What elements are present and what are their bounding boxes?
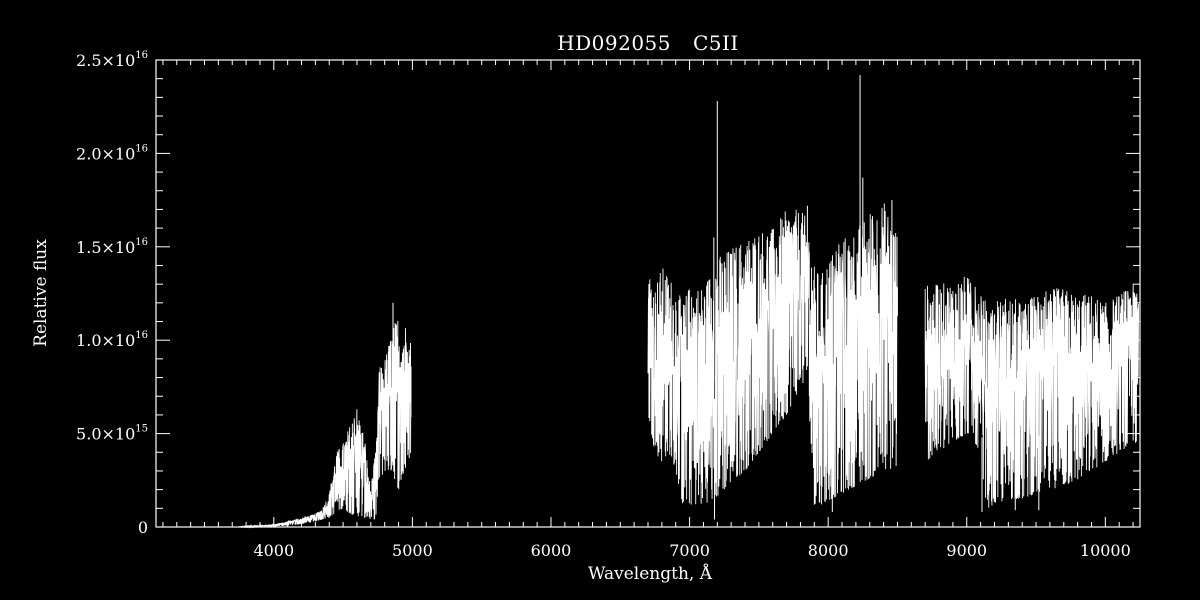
plot-layer — [238, 74, 1140, 529]
y-tick-label: 2.5×1016 — [76, 50, 148, 70]
x-tick-label: 7000 — [669, 541, 710, 560]
x-tick-label: 5000 — [392, 541, 433, 560]
spectrum-series-1 — [238, 320, 412, 529]
y-tick-exponent: 16 — [135, 330, 148, 341]
x-axis-title: Wavelength, Å — [588, 563, 713, 584]
x-tick-label: 4000 — [253, 541, 294, 560]
y-tick-exponent: 15 — [135, 424, 148, 435]
x-tick-label: 9000 — [946, 541, 987, 560]
title-star: HD092055 — [557, 31, 671, 55]
spectrum-series-3 — [924, 276, 1140, 508]
x-tick-label: 10000 — [1080, 541, 1131, 560]
y-tick-mantissa: 1.0×10 — [76, 331, 135, 350]
y-tick-label: 2.0×1016 — [76, 143, 148, 163]
y-tick-label: 5.0×1015 — [76, 424, 148, 444]
y-tick-exponent: 16 — [135, 237, 148, 248]
y-tick-exponent: 16 — [135, 143, 148, 154]
chart-title: HD092055 C5II — [557, 31, 739, 55]
y-tick-mantissa: 5.0×10 — [76, 425, 135, 444]
title-spectral-type: C5II — [693, 31, 739, 55]
y-tick-mantissa: 1.5×10 — [76, 238, 135, 257]
y-tick-mantissa: 2.0×10 — [76, 144, 135, 163]
x-tick-label: 6000 — [531, 541, 572, 560]
y-tick-label: 1.5×1016 — [76, 237, 148, 257]
y-tick-mantissa: 2.5×10 — [76, 51, 135, 70]
axes-layer: 4000 5000 6000 7000 8000 9000 10000 0 5.0×1015 1.… — [76, 50, 1141, 560]
y-tick-exponent: 16 — [135, 50, 148, 61]
x-tick-label: 8000 — [808, 541, 849, 560]
y-tick-mantissa: 0 — [138, 518, 148, 537]
y-tick-label: 0 — [138, 518, 148, 537]
spectrum-series-2 — [647, 203, 898, 505]
y-axis-title: Relative flux — [31, 239, 51, 347]
y-tick-label: 1.0×1016 — [76, 330, 148, 350]
